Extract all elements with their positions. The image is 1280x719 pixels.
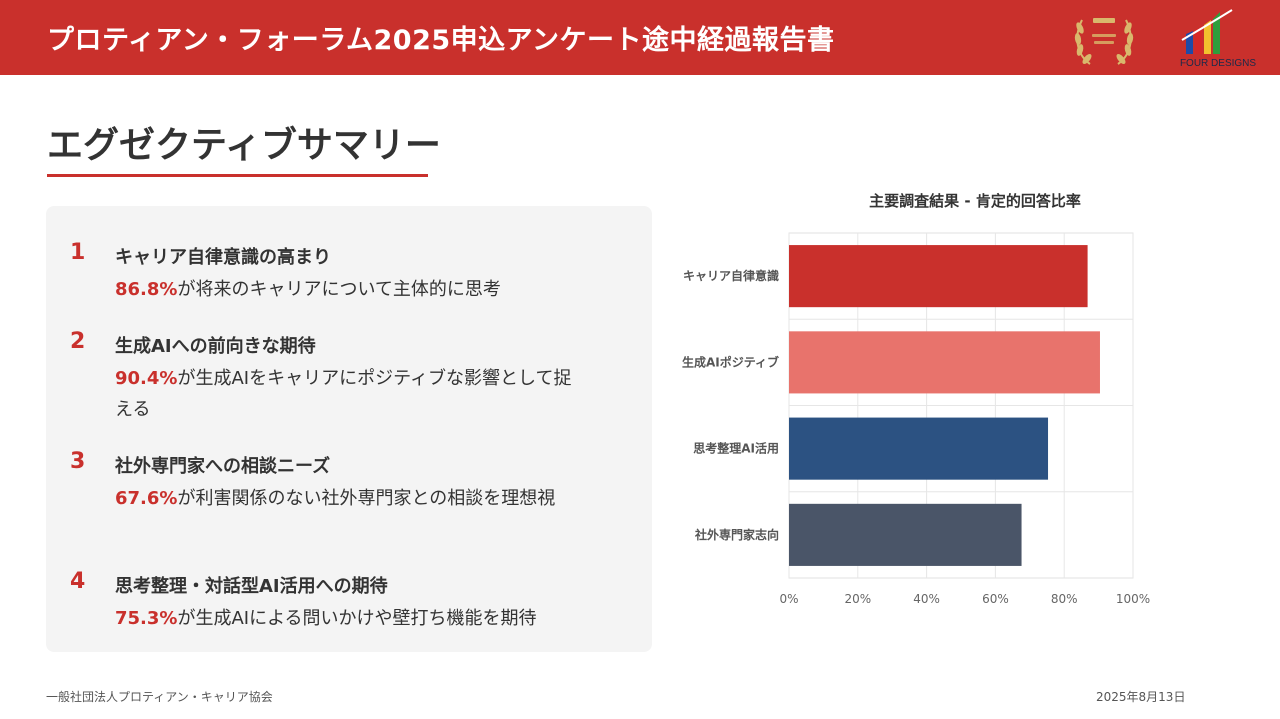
section-title: エグゼクティブサマリー [47,125,441,166]
footer-organization: 一般社団法人プロティアン・キャリア協会 [46,690,273,704]
bar-chart: 主要調査結果 - 肯定的回答比率 キャリア自律意識生成AIポジティブ思考整理AI… [682,192,1150,606]
item-text: が生成AIをキャリアにポジティブな影響として捉える [115,368,572,420]
item-number: 1 [70,240,86,265]
item-percentage: 75.3% [115,608,178,629]
item-text: が生成AIによる問いかけや壁打ち機能を期待 [177,608,537,629]
y-category-label: 生成AIポジティブ [682,354,779,369]
y-category-label: キャリア自律意識 [683,268,779,283]
header-bar: プロティアン・フォーラム2025申込アンケート途中経過報告書 [0,0,1280,75]
x-tick-label: 100% [1116,592,1150,606]
item-description: 86.8%が将来のキャリアについて主体的に思考 [115,274,585,305]
item-number: 4 [70,569,86,594]
chart-bar [789,417,1049,480]
item-description: 90.4%が生成AIをキャリアにポジティブな影響として捉える [115,363,585,425]
item-title: 社外専門家への相談ニーズ [115,456,331,477]
item-text: が将来のキャリアについて主体的に思考 [177,279,501,300]
item-description: 75.3%が生成AIによる問いかけや壁打ち機能を期待 [115,603,585,634]
x-tick-label: 40% [913,592,940,606]
item-title: キャリア自律意識の高まり [115,247,331,268]
chart-title: 主要調査結果 - 肯定的回答比率 [869,192,1081,210]
item-description: 67.6%が利害関係のない社外専門家との相談を理想視 [115,483,585,514]
y-category-label: 社外専門家志向 [694,527,779,542]
item-text: が利害関係のない社外専門家との相談を理想視 [177,488,556,509]
brand-name: FOUR DESIGNS [1179,58,1257,69]
item-title: 生成AIへの前向きな期待 [115,336,316,357]
chart-bar [789,331,1100,394]
item-percentage: 67.6% [115,488,178,509]
report-title: プロティアン・フォーラム2025申込アンケート途中経過報告書 [47,25,835,56]
y-category-label: 思考整理AI活用 [693,441,779,456]
x-tick-label: 60% [982,592,1009,606]
item-number: 2 [70,329,86,354]
bar-logo-icon [1181,9,1233,54]
summary-card: 1 キャリア自律意識の高まり 86.8%が将来のキャリアについて主体的に思考 2… [46,206,652,652]
item-title: 思考整理・対話型AI活用への期待 [115,576,388,597]
chart-bar [789,245,1088,308]
item-number: 3 [70,449,86,474]
x-tick-label: 20% [844,592,871,606]
chart-bar [789,503,1022,566]
footer-date: 2025年8月13日 [1096,690,1186,704]
item-percentage: 86.8% [115,279,178,300]
item-percentage: 90.4% [115,368,178,389]
x-tick-label: 80% [1051,592,1078,606]
section-underline [47,174,428,177]
x-tick-label: 0% [779,592,798,606]
four-designs-logo: FOUR DESIGNS [1176,6,1260,70]
award-laurel-icon [1074,18,1134,65]
